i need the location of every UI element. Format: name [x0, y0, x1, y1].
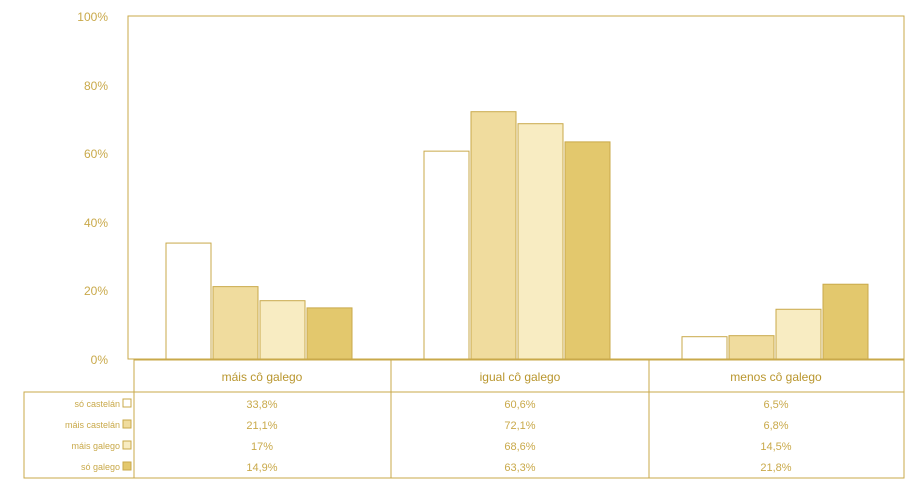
bar: [470, 111, 517, 360]
bars-group: [165, 111, 869, 360]
bar: [564, 141, 611, 360]
table-cell: 14,9%: [246, 462, 277, 474]
bar: [517, 123, 564, 360]
legend-swatch: [122, 461, 132, 471]
table-body: [23, 391, 905, 479]
category-label: menos cô galego: [730, 370, 822, 384]
bar: [728, 335, 775, 360]
legend-label: só castelán: [74, 399, 120, 409]
legend-label: máis galego: [71, 441, 120, 451]
table-cell: 21,8%: [760, 462, 791, 474]
bar: [822, 283, 869, 360]
table-cell: 60,6%: [504, 399, 535, 411]
table-cell: 63,3%: [504, 462, 535, 474]
y-tick-label: 80%: [84, 79, 108, 93]
table-cell: 33,8%: [246, 399, 277, 411]
table-cell: 68,6%: [504, 441, 535, 453]
y-axis: 0% 20% 40% 60% 80% 100%: [77, 10, 108, 367]
table-cell: 21,1%: [246, 420, 277, 432]
legend-swatch: [122, 398, 132, 408]
bar: [681, 336, 728, 360]
legend-swatch: [122, 419, 132, 429]
y-tick-label: 100%: [77, 10, 108, 24]
table-cell: 6,8%: [763, 420, 788, 432]
table-cell: 17%: [251, 441, 273, 453]
category-label: igual cô galego: [480, 370, 561, 384]
bar: [775, 308, 822, 360]
data-table: máis cô galego igual cô galego menos cô …: [23, 359, 905, 479]
bar: [259, 300, 306, 360]
legend-label: máis castelán: [65, 420, 120, 430]
bar: [423, 150, 470, 360]
table-cell: 6,5%: [763, 399, 788, 411]
table-cell: 14,5%: [760, 441, 791, 453]
bar: [212, 286, 259, 360]
table-cell: 72,1%: [504, 420, 535, 432]
bar: [165, 242, 212, 360]
y-tick-label: 20%: [84, 284, 108, 298]
y-tick-label: 60%: [84, 147, 108, 161]
category-label: máis cô galego: [222, 370, 303, 384]
y-tick-label: 0%: [91, 353, 109, 367]
y-tick-label: 40%: [84, 216, 108, 230]
bar: [306, 307, 353, 360]
legend-swatch: [122, 440, 132, 450]
legend-label: só galego: [81, 462, 120, 472]
